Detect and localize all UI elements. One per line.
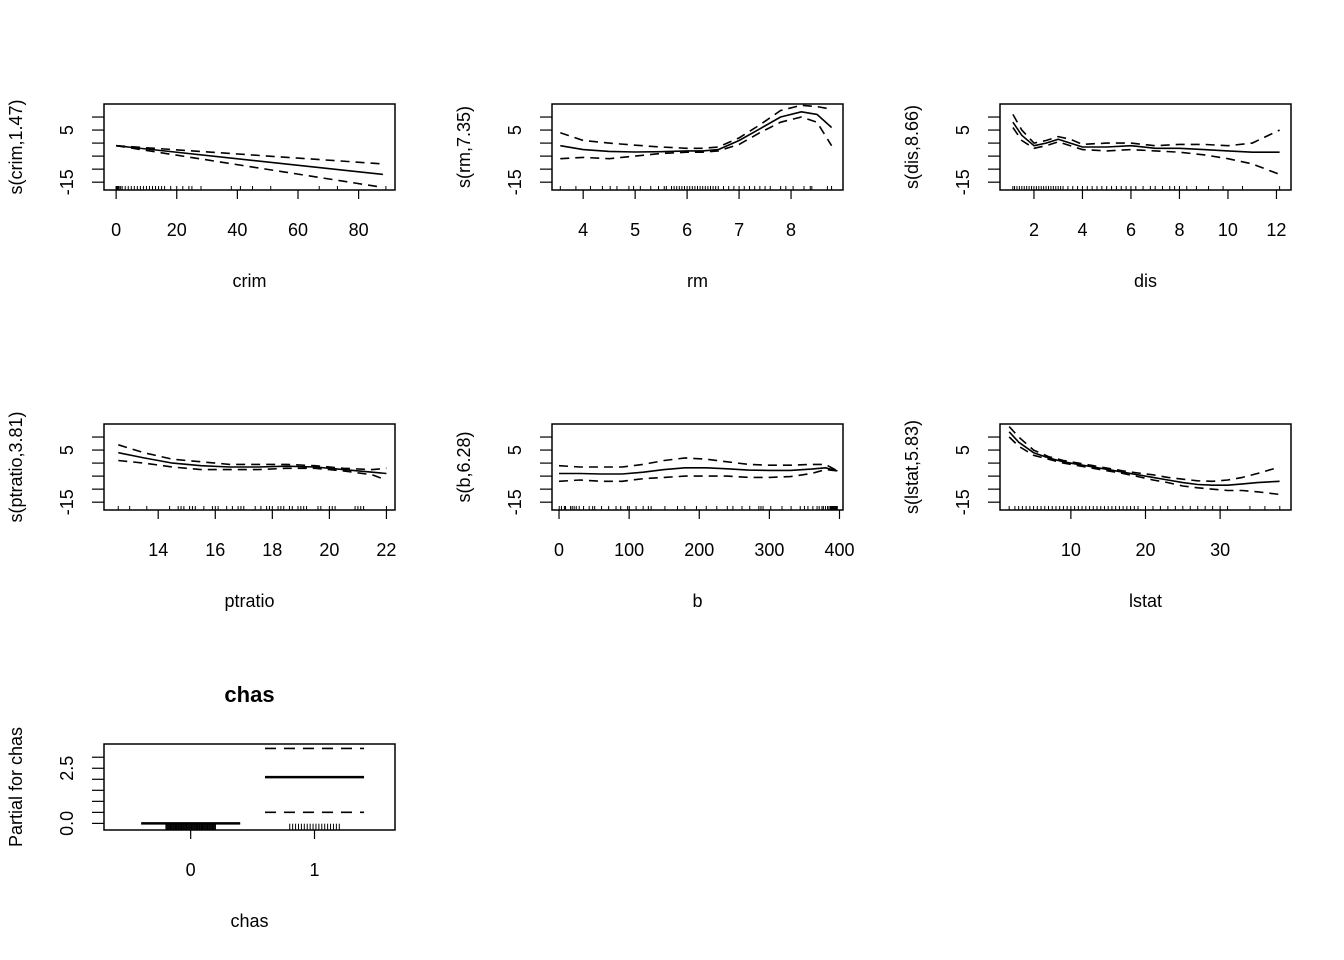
y-tick-label: 5 — [953, 445, 973, 455]
x-tick-label: 20 — [1135, 540, 1155, 560]
x-tick-label: 20 — [319, 540, 339, 560]
y-tick-label: 0.0 — [57, 811, 77, 836]
x-tick-label: 200 — [684, 540, 714, 560]
x-tick-label: 300 — [754, 540, 784, 560]
panel-dis: 2 4 6 8 10 12 -15 5 dis s(dis,8.66) — [902, 103, 1292, 291]
x-axis-title: crim — [233, 271, 267, 291]
x-tick-label: 20 — [167, 220, 187, 240]
y-tick-label: -15 — [57, 489, 77, 515]
x-tick-label: 2 — [1029, 220, 1039, 240]
x-tick-label: 12 — [1266, 220, 1286, 240]
panel-lstat: 10 20 30 -15 5 lstat s(lstat,5.83) — [902, 420, 1292, 611]
x-axis-title: rm — [687, 271, 708, 291]
x-tick-label: 100 — [614, 540, 644, 560]
plot-area — [558, 457, 838, 510]
x-tick-label: 10 — [1061, 540, 1081, 560]
x-tick-label: 14 — [148, 540, 168, 560]
panel-chas: 0 1 0.0 2.5 chas Partial for chas chas — [6, 682, 396, 931]
y-tick-label: 5 — [57, 125, 77, 135]
y-axis-title: s(dis,8.66) — [902, 105, 922, 189]
plot-area — [141, 747, 365, 830]
plot-area — [115, 144, 387, 190]
y-tick-label: -15 — [505, 169, 525, 195]
x-tick-label: 7 — [734, 220, 744, 240]
y-tick-label: -15 — [505, 489, 525, 515]
y-tick-label: 5 — [505, 445, 525, 455]
x-tick-label: 80 — [349, 220, 369, 240]
x-tick-label: 4 — [1077, 220, 1087, 240]
x-tick-label: 40 — [227, 220, 247, 240]
y-axis-title: s(crim,1.47) — [6, 99, 26, 194]
x-tick-label: 10 — [1218, 220, 1238, 240]
x-tick-label: 60 — [288, 220, 308, 240]
upper-confidence-line — [560, 104, 832, 150]
plot-frame — [103, 743, 396, 831]
plot-area — [1008, 426, 1281, 510]
x-axis-title: dis — [1134, 271, 1157, 291]
lower-confidence-line — [115, 144, 384, 189]
x-tick-label: 22 — [376, 540, 396, 560]
y-axis-title: Partial for chas — [6, 727, 26, 847]
y-tick-label: -15 — [57, 169, 77, 195]
plot-frame — [999, 103, 1292, 191]
x-tick-label: 6 — [682, 220, 692, 240]
x-tick-label: 16 — [205, 540, 225, 560]
plot-area — [559, 104, 833, 190]
upper-confidence-line — [116, 144, 383, 165]
upper-confidence-line — [1012, 114, 1280, 147]
fit-line — [559, 467, 838, 475]
fit-line — [118, 451, 387, 475]
lower-confidence-line — [1012, 127, 1280, 176]
x-tick-label: 5 — [630, 220, 640, 240]
y-axis-title: s(ptratio,3.81) — [6, 411, 26, 522]
x-tick-label: 400 — [824, 540, 854, 560]
y-tick-label: 5 — [505, 125, 525, 135]
x-tick-label: 0 — [554, 540, 564, 560]
plot-area — [117, 444, 387, 510]
plot-frame — [103, 423, 396, 511]
y-axis-title: s(rm,7.35) — [454, 106, 474, 188]
fit-line — [1008, 431, 1280, 486]
y-axis-title: s(lstat,5.83) — [902, 420, 922, 514]
plot-area — [1012, 114, 1281, 190]
x-tick-label: 0 — [111, 220, 121, 240]
y-tick-label: 5 — [57, 445, 77, 455]
fit-line — [560, 111, 833, 153]
x-tick-label: 8 — [1174, 220, 1184, 240]
chart-title: chas — [224, 682, 274, 707]
plot-frame — [551, 423, 844, 511]
fit-line — [1012, 121, 1280, 153]
x-axis-title: chas — [230, 911, 268, 931]
lower-confidence-line — [1008, 436, 1280, 496]
y-axis-title: s(b,6.28) — [454, 431, 474, 502]
x-tick-label: 0 — [186, 860, 196, 880]
x-tick-label: 30 — [1210, 540, 1230, 560]
x-tick-label: 1 — [310, 860, 320, 880]
y-tick-label: 5 — [953, 125, 973, 135]
lower-confidence-line — [118, 459, 387, 481]
x-tick-label: 6 — [1126, 220, 1136, 240]
upper-confidence-line — [118, 444, 387, 471]
x-axis-title: lstat — [1129, 591, 1162, 611]
upper-confidence-line — [1008, 426, 1280, 483]
panel-ptratio: 14 16 18 20 22 -15 5 ptratio s(ptratio,3.81) — [6, 411, 396, 611]
y-tick-label: -15 — [953, 489, 973, 515]
x-tick-label: 8 — [786, 220, 796, 240]
plot-frame — [103, 103, 396, 191]
upper-confidence-line — [558, 457, 838, 472]
lower-confidence-line — [560, 116, 833, 160]
y-tick-label: 2.5 — [57, 756, 77, 781]
fit-line — [116, 144, 383, 176]
plot-frame — [999, 423, 1292, 511]
panel-rm: 4 5 6 7 8 -15 5 rm s(rm,7.35) — [454, 103, 844, 291]
x-axis-title: b — [692, 591, 702, 611]
y-tick-label: -15 — [953, 169, 973, 195]
x-axis-title: ptratio — [224, 591, 274, 611]
lower-confidence-line — [558, 468, 838, 483]
x-tick-label: 18 — [262, 540, 282, 560]
panel-b: 0 100 200 300 400 -15 5 b s(b,6.28) — [454, 423, 855, 611]
x-tick-label: 4 — [578, 220, 588, 240]
panel-crim: 0 20 40 60 80 -15 5 crim s(crim,1.47) — [6, 99, 396, 291]
